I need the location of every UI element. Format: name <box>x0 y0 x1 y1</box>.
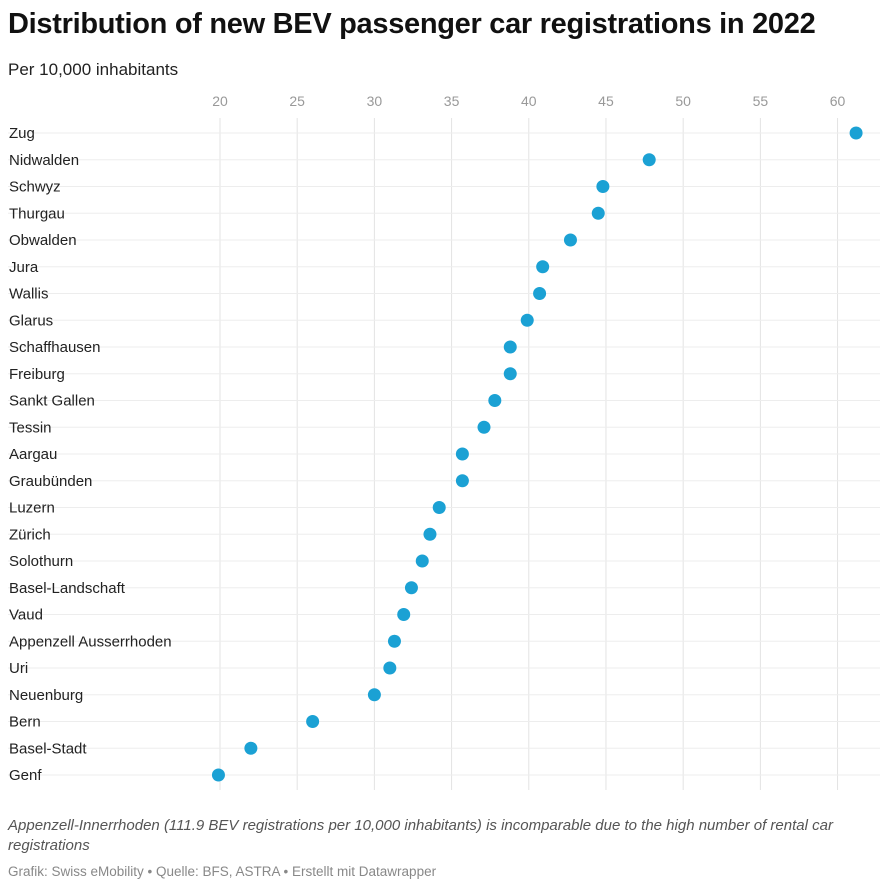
data-point[interactable] <box>415 554 429 568</box>
category-label: Luzern <box>9 500 55 517</box>
data-point[interactable] <box>533 287 547 300</box>
grid-lines <box>8 118 880 790</box>
x-tick-label: 55 <box>753 93 769 109</box>
data-point[interactable] <box>849 126 863 140</box>
data-point[interactable] <box>455 447 469 461</box>
data-point[interactable] <box>455 474 469 488</box>
category-label: Zug <box>9 125 35 142</box>
data-point[interactable] <box>432 501 446 514</box>
category-label: Uri <box>9 660 28 677</box>
chart-title: Distribution of new BEV passenger car re… <box>8 8 816 40</box>
data-point[interactable] <box>536 260 550 274</box>
x-tick-label: 50 <box>675 93 691 109</box>
category-label: Zürich <box>9 526 51 543</box>
data-point[interactable] <box>404 581 418 595</box>
chart-source: Grafik: Swiss eMobility • Quelle: BFS, A… <box>8 864 437 879</box>
data-point[interactable] <box>642 153 656 167</box>
category-label: Sankt Gallen <box>9 393 95 410</box>
x-tick-label: 30 <box>367 93 383 109</box>
x-tick-label: 25 <box>289 93 305 109</box>
category-label: Neuenburg <box>9 687 83 704</box>
data-point[interactable] <box>563 233 577 247</box>
category-label: Freiburg <box>9 366 65 383</box>
dot-plot: 20 25 30 35 40 45 50 55 60 Zug Nidwalden Schwyz Thu… <box>8 93 880 790</box>
category-label: Genf <box>9 767 42 784</box>
category-label: Glarus <box>9 312 53 329</box>
category-labels: Zug Nidwalden Schwyz Thurgau Obwalden Jura Wal… <box>9 125 172 784</box>
x-tick-label: 60 <box>830 93 846 109</box>
category-label: Tessin <box>9 419 52 436</box>
data-point[interactable] <box>306 715 320 728</box>
data-point[interactable] <box>367 688 381 702</box>
category-label: Basel-Landschaft <box>9 580 126 597</box>
data-point[interactable] <box>591 206 605 220</box>
category-label: Thurgau <box>9 205 65 222</box>
category-label: Basel-Stadt <box>9 740 87 757</box>
category-label: Wallis <box>9 286 48 303</box>
category-label: Nidwalden <box>9 152 79 169</box>
category-label: Vaud <box>9 607 43 624</box>
category-label: Graubünden <box>9 473 92 490</box>
data-point[interactable] <box>423 527 437 541</box>
data-point[interactable] <box>520 313 534 327</box>
data-point[interactable] <box>387 634 401 648</box>
category-label: Schwyz <box>9 179 61 196</box>
data-point[interactable] <box>211 768 225 782</box>
data-point[interactable] <box>397 608 411 621</box>
category-label: Jura <box>9 259 39 276</box>
category-label: Schaffhausen <box>9 339 100 356</box>
data-point[interactable] <box>503 367 517 381</box>
category-label: Obwalden <box>9 232 77 249</box>
category-label: Aargau <box>9 446 57 463</box>
x-tick-label: 35 <box>444 93 460 109</box>
x-axis-ticks: 20 25 30 35 40 45 50 55 60 <box>212 93 845 109</box>
data-point[interactable] <box>477 420 491 434</box>
category-label: Solothurn <box>9 553 73 570</box>
data-point[interactable] <box>244 741 258 755</box>
data-points <box>211 126 863 782</box>
chart-note: Appenzell-Innerrhoden (111.9 BEV registr… <box>8 817 833 854</box>
x-tick-label: 20 <box>212 93 228 109</box>
category-label: Bern <box>9 714 41 731</box>
category-label: Appenzell Ausserrhoden <box>9 633 172 650</box>
chart-subtitle: Per 10,000 inhabitants <box>8 60 179 79</box>
data-point[interactable] <box>596 180 610 193</box>
data-point[interactable] <box>383 661 397 675</box>
data-point[interactable] <box>488 394 502 407</box>
data-point[interactable] <box>503 340 517 354</box>
x-tick-label: 40 <box>521 93 537 109</box>
x-tick-label: 45 <box>598 93 614 109</box>
